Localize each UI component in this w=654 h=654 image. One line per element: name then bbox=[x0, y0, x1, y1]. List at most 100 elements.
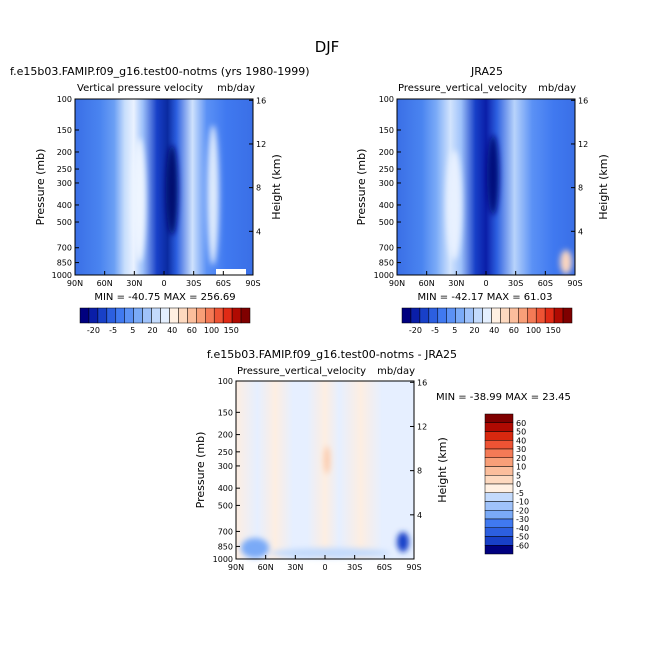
panel-jra25-colorbar-swatch bbox=[419, 307, 430, 324]
panel-model-maxpatch bbox=[216, 269, 246, 275]
panel-jra25-stats: MIN = -42.17 MAX = 61.03 bbox=[418, 292, 553, 303]
panel-diff-xtick-label: 90N bbox=[228, 563, 244, 572]
panel-jra25-ytick-label: 100 bbox=[379, 95, 394, 104]
panel-diff-ytick-label: 300 bbox=[218, 462, 233, 471]
panel-jra25-upwelling-core bbox=[446, 150, 462, 260]
panel-jra25-units: mb/day bbox=[538, 83, 576, 94]
panel-model-colorbar-swatch bbox=[115, 307, 125, 324]
panel-model-ytick-label: 150 bbox=[57, 126, 72, 135]
panel-model-colorbar-swatch bbox=[205, 307, 215, 324]
panel-jra25-colorbar-swatch bbox=[500, 307, 510, 324]
panel-diff-colorbar-swatch bbox=[484, 536, 514, 546]
panel-model-xtick-label: 90S bbox=[245, 279, 260, 288]
panel-diff-colorbar-swatch bbox=[484, 413, 514, 423]
panel-jra25-colorbar-label: 150 bbox=[546, 326, 561, 335]
panel-diff-colorbar-swatch bbox=[484, 518, 514, 528]
panel-model-colorbar-swatch bbox=[187, 307, 197, 324]
panel-model-axes: 90N 60N 30N 0 30S 60S 90S 100 150 200 250 300 400 500… bbox=[52, 95, 267, 288]
panel-diff-xtick-label: 30S bbox=[347, 563, 362, 572]
panel-jra25-colorbar-label: -5 bbox=[431, 326, 439, 335]
panel-jra25-ylabel: Pressure (mb) bbox=[355, 149, 368, 226]
panel-model-colorbar-swatch bbox=[240, 307, 251, 324]
panel-model-ytick-label: 250 bbox=[57, 165, 72, 174]
panel-model-ytick-label: 850 bbox=[57, 259, 72, 268]
panel-diff-rtick-label: 16 bbox=[417, 378, 427, 387]
panel-jra25-field-base bbox=[397, 99, 575, 275]
panel-jra25-ytick-label: 1000 bbox=[374, 271, 394, 280]
panel-model: f.e15b03.FAMIP.f09_g16.test00-notms (yrs… bbox=[10, 65, 310, 335]
panel-jra25-case-title: JRA25 bbox=[470, 65, 503, 78]
panel-jra25-colorbar: -20 -5 5 20 40 60 100 150 bbox=[401, 307, 573, 335]
panel-model-colorbar-label: 5 bbox=[130, 326, 135, 335]
panel-diff-colorbar-label: 50 bbox=[516, 428, 526, 437]
panel-diff-xtick-label: 30N bbox=[287, 563, 303, 572]
panel-model-colorbar-swatch bbox=[124, 307, 134, 324]
panel-diff-colorbar-label: 0 bbox=[516, 480, 521, 489]
panel-model-xtick-label: 90N bbox=[67, 279, 83, 288]
panel-model-colorbar-label: -5 bbox=[109, 326, 117, 335]
panel-jra25-colorbar-swatch bbox=[464, 307, 474, 324]
panel-model-colorbar-swatch bbox=[222, 307, 233, 324]
panel-jra25-xtick-label: 90N bbox=[389, 279, 405, 288]
panel-jra25-axes: 90N 60N 30N 0 30S 60S 90S 100 150 200 250 300 400 500… bbox=[374, 95, 589, 288]
panel-model-xtick-label: 30S bbox=[186, 279, 201, 288]
panel-diff-colorbar-swatch bbox=[484, 492, 514, 502]
panel-model-ylabel-right: Height (km) bbox=[270, 154, 283, 220]
panel-model-ytick-label: 200 bbox=[57, 148, 72, 157]
panel-model-xtick-label: 60S bbox=[216, 279, 231, 288]
panel-jra25-ytick-label: 700 bbox=[379, 244, 394, 253]
panel-model-units: mb/day bbox=[217, 83, 255, 94]
panel-diff-ytick-label: 250 bbox=[218, 448, 233, 457]
panel-diff-colorbar-swatch bbox=[484, 448, 514, 458]
panel-diff-axes: 90N 60N 30N 0 30S 60S 90S 100 150 200 250 300 400 500… bbox=[213, 377, 428, 572]
panel-jra25-colorbar-label: 100 bbox=[526, 326, 541, 335]
panel-jra25-plot bbox=[396, 98, 576, 276]
panel-model-colorbar-label: 20 bbox=[147, 326, 157, 335]
panel-diff-colorbar-label: -5 bbox=[516, 489, 524, 498]
panel-jra25-xtick-label: 90S bbox=[567, 279, 582, 288]
panel-jra25-rtick-label: 8 bbox=[578, 184, 583, 193]
panel-model-field-base bbox=[75, 99, 253, 275]
panel-jra25-ytick-label: 850 bbox=[379, 259, 394, 268]
panel-model-ytick-label: 100 bbox=[57, 95, 72, 104]
panel-diff-ytick-label: 200 bbox=[218, 431, 233, 440]
panel-model-colorbar-label: 100 bbox=[204, 326, 219, 335]
panel-model-stats: MIN = -40.75 MAX = 256.69 bbox=[94, 292, 235, 303]
panel-model-colorbar-swatch bbox=[178, 307, 188, 324]
panel-diff-colorbar-label: 30 bbox=[516, 445, 526, 454]
panel-jra25-rtick-label: 16 bbox=[578, 96, 588, 105]
panel-diff-colorbar-label: 10 bbox=[516, 463, 526, 472]
panel-jra25-ytick-label: 400 bbox=[379, 201, 394, 210]
panel-jra25-rtick-label: 4 bbox=[578, 227, 583, 236]
panel-diff-ytick-label: 400 bbox=[218, 484, 233, 493]
panel-model-rtick-label: 8 bbox=[256, 184, 261, 193]
panel-model-colorbar-swatch bbox=[169, 307, 179, 324]
panel-jra25-xtick-label: 30S bbox=[508, 279, 523, 288]
panel-jra25: JRA25 Pressure_vertical_velocity mb/day … bbox=[355, 65, 610, 335]
panel-diff-xtick-label: 60N bbox=[258, 563, 274, 572]
panel-diff-rtick-label: 4 bbox=[417, 511, 422, 520]
panel-diff-colorbar-swatch bbox=[484, 422, 514, 432]
panel-diff-plot bbox=[235, 380, 415, 560]
panel-model-colorbar-label: 150 bbox=[224, 326, 239, 335]
panel-diff-colorbar-swatch bbox=[484, 431, 514, 441]
panel-diff-ytick-label: 150 bbox=[218, 408, 233, 417]
panel-diff-units: mb/day bbox=[377, 366, 415, 377]
page-title: DJF bbox=[315, 38, 340, 56]
panel-jra25-xtick-label: 30N bbox=[448, 279, 464, 288]
panel-diff-xtick-label: 60S bbox=[377, 563, 392, 572]
panel-diff-rtick-label: 8 bbox=[417, 467, 422, 476]
panel-diff-positive-core bbox=[324, 446, 330, 474]
panel-jra25-colorbar-swatch bbox=[518, 307, 528, 324]
panel-model-colorbar-swatch bbox=[231, 307, 242, 324]
panel-jra25-ytick-label: 500 bbox=[379, 218, 394, 227]
panel-jra25-colorbar-swatch bbox=[535, 307, 546, 324]
panel-model-xtick-label: 60N bbox=[97, 279, 113, 288]
panel-model-colorbar-swatch bbox=[106, 307, 117, 324]
panel-jra25-ylabel-right: Height (km) bbox=[597, 154, 610, 220]
panel-model-colorbar-swatch bbox=[213, 307, 224, 324]
panel-diff-xtick-label: 0 bbox=[322, 563, 327, 572]
panel-model-ytick-label: 1000 bbox=[52, 271, 72, 280]
panel-diff-xtick-label: 90S bbox=[406, 563, 421, 572]
